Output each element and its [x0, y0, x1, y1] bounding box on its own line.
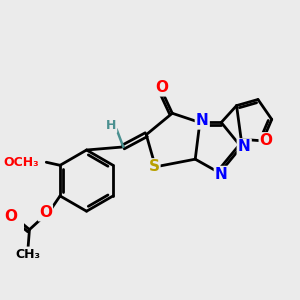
Text: N: N: [238, 140, 250, 154]
Text: H: H: [106, 119, 116, 132]
Text: O: O: [39, 205, 52, 220]
Text: N: N: [196, 113, 208, 128]
Text: O: O: [4, 208, 18, 224]
Text: CH₃: CH₃: [15, 248, 41, 261]
Text: OCH₃: OCH₃: [3, 156, 39, 169]
Text: N: N: [215, 167, 228, 182]
Text: O: O: [260, 133, 273, 148]
Text: O: O: [155, 80, 168, 95]
Text: S: S: [148, 159, 159, 174]
